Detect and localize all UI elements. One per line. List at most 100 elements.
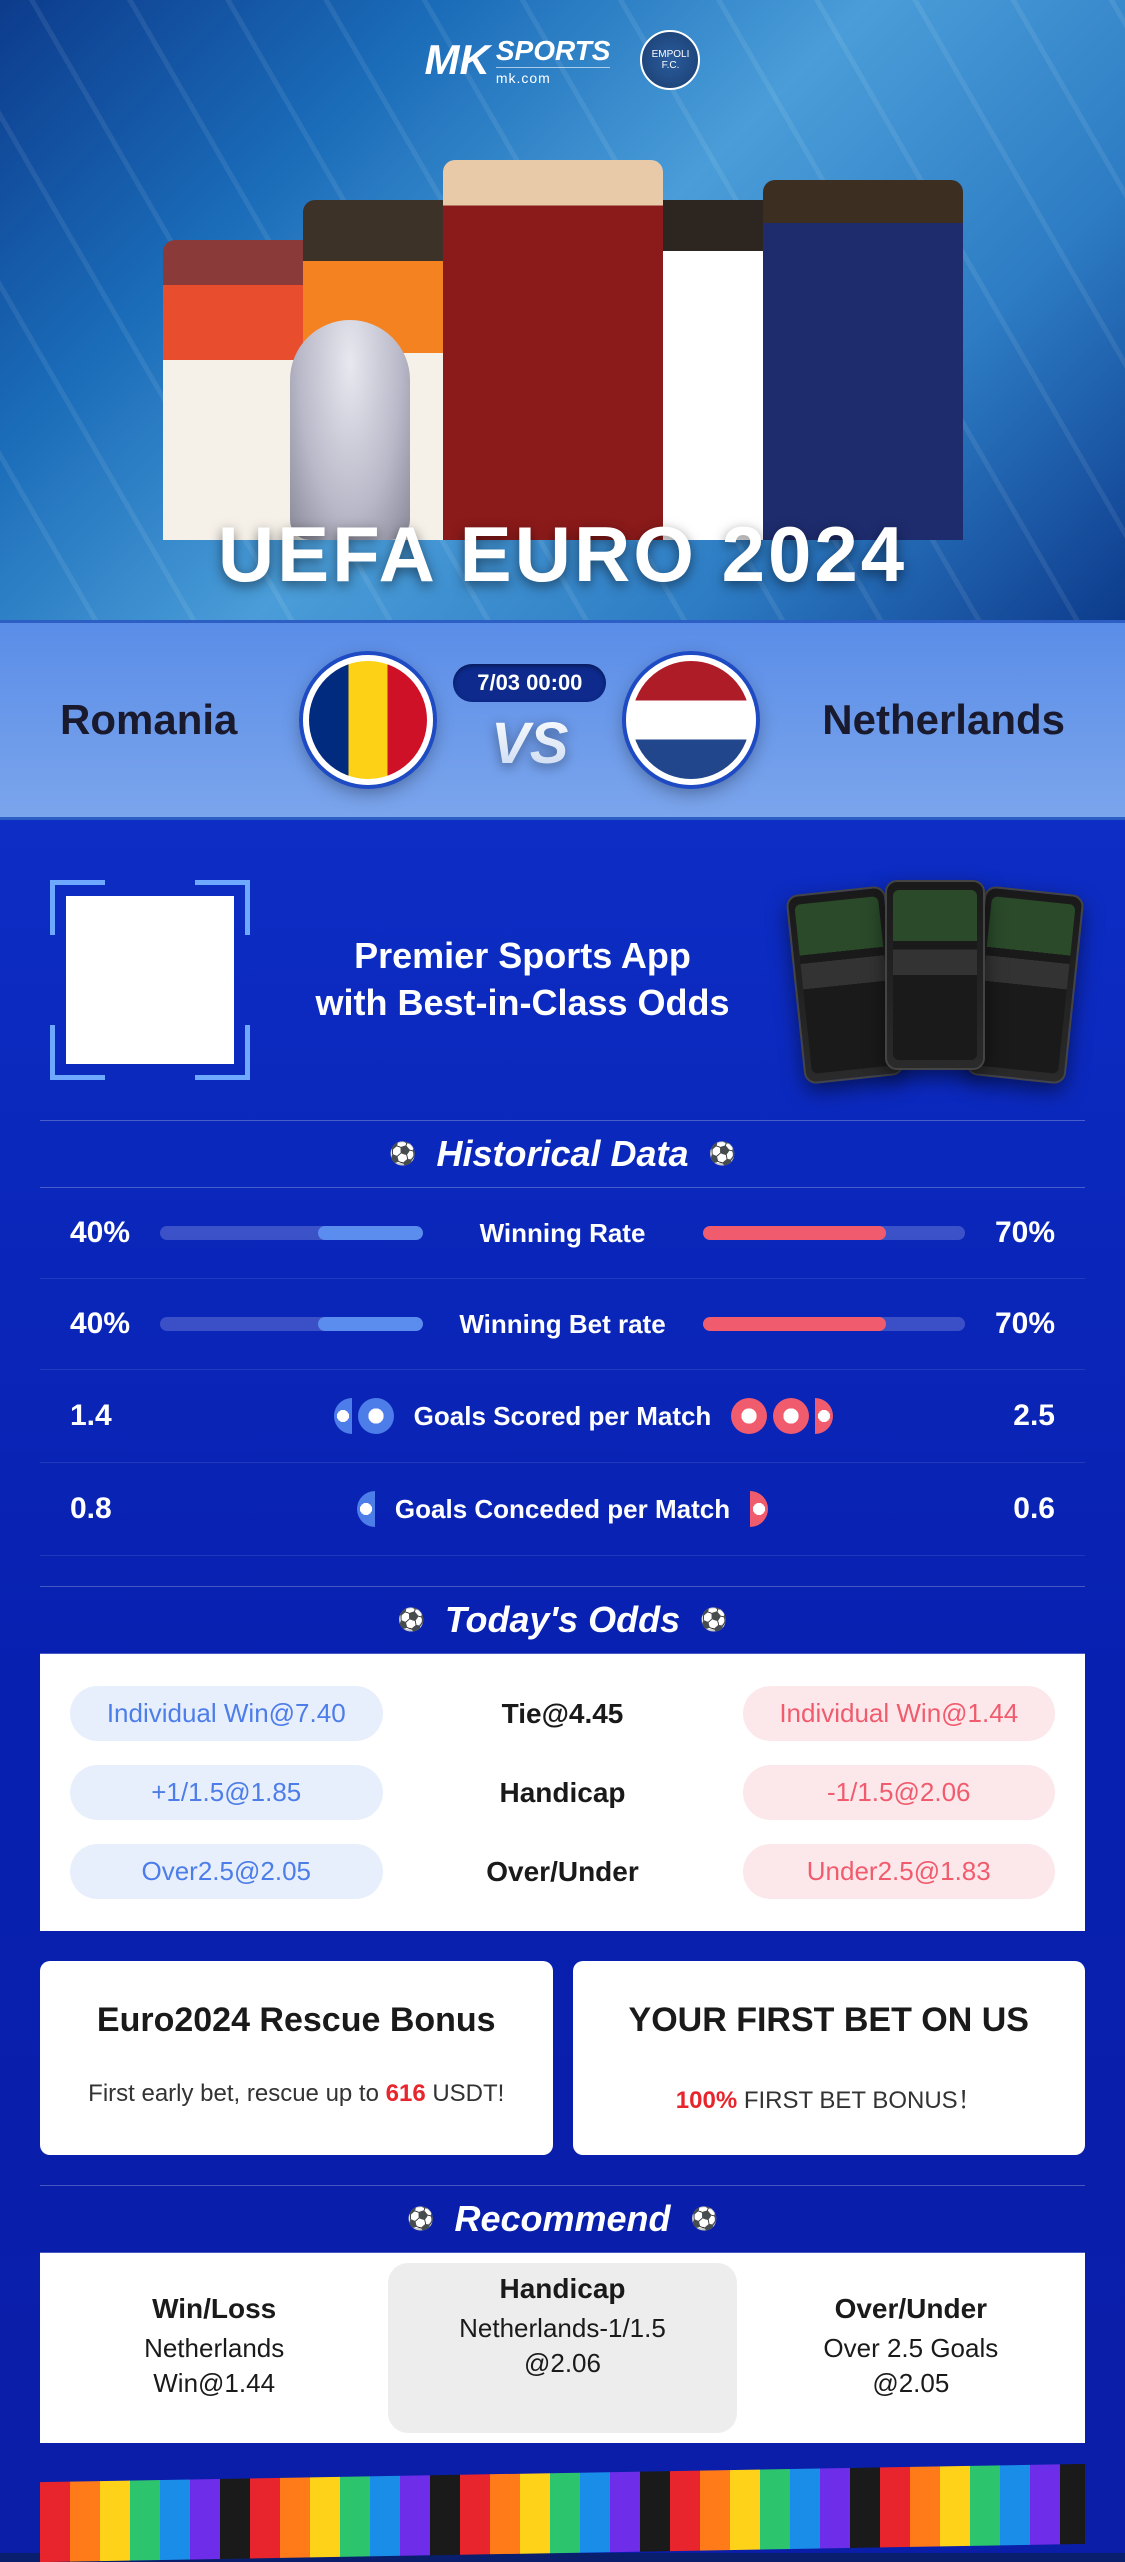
odds-pill-left[interactable]: Individual Win@7.40	[70, 1686, 383, 1741]
logo-mk: MK	[425, 36, 490, 84]
stat-label: Winning Bet rate	[423, 1309, 703, 1340]
app-promo: Premier Sports App with Best-in-Class Od…	[40, 860, 1085, 1120]
stat-right-value: 2.5	[965, 1399, 1055, 1433]
ball-icon	[773, 1398, 809, 1434]
flag-netherlands	[626, 655, 756, 785]
stat-row: 40% Winning Bet rate 70%	[40, 1279, 1085, 1370]
odds-pill-right[interactable]: -1/1.5@2.06	[743, 1765, 1056, 1820]
match-datetime: 7/03 00:00	[453, 664, 606, 702]
ball-icon	[815, 1398, 833, 1434]
ball-icon	[731, 1398, 767, 1434]
odds-row: +1/1.5@1.85 Handicap -1/1.5@2.06	[70, 1753, 1055, 1832]
hero-banner: MK SPORTS mk.com EMPOLI F.C. UEFA EURO 2…	[0, 0, 1125, 620]
club-badge: EMPOLI F.C.	[640, 30, 700, 90]
odds-pill-right[interactable]: Individual Win@1.44	[743, 1686, 1056, 1741]
soccer-ball-icon: ⚽	[691, 2206, 718, 2232]
player-silhouette	[443, 160, 663, 540]
recommend-column[interactable]: Win/Loss Netherlands Win@1.44	[40, 2283, 388, 2413]
stat-left-value: 40%	[70, 1216, 160, 1250]
stat-left-bar	[160, 1226, 423, 1240]
recommend-head: Win/Loss	[60, 2293, 368, 2325]
bonus-cards: Euro2024 Rescue Bonus First early bet, re…	[40, 1931, 1085, 2185]
recommend-line: Netherlands	[60, 2333, 368, 2364]
stat-label: Goals Conceded per Match	[375, 1494, 750, 1525]
odds-pill-right[interactable]: Under2.5@1.83	[743, 1844, 1056, 1899]
players-graphic	[0, 160, 1125, 540]
odds-mid-label: Over/Under	[423, 1856, 703, 1888]
player-silhouette	[763, 180, 963, 540]
recommend-line: Over 2.5 Goals	[757, 2333, 1065, 2364]
stat-left-value: 40%	[70, 1307, 160, 1341]
bonus-card[interactable]: YOUR FIRST BET ON US 100% FIRST BET BONUS…	[573, 1961, 1086, 2155]
recommend-line: Netherlands-1/1.5	[408, 2313, 716, 2344]
recommend-line: @2.05	[757, 2368, 1065, 2399]
ball-icon	[357, 1491, 375, 1527]
recommend-column[interactable]: Over/Under Over 2.5 Goals @2.05	[737, 2283, 1085, 2413]
stat-row: 0.8 Goals Conceded per Match 0.6	[40, 1463, 1085, 1556]
odds-row: Over2.5@2.05 Over/Under Under2.5@1.83	[70, 1832, 1055, 1911]
logo-row: MK SPORTS mk.com EMPOLI F.C.	[425, 30, 701, 90]
recommend-header: ⚽ Recommend ⚽	[40, 2185, 1085, 2253]
recommend-head: Handicap	[408, 2273, 716, 2305]
soccer-ball-icon: ⚽	[407, 2206, 434, 2232]
team-b-name: Netherlands	[822, 696, 1065, 744]
bonus-title: YOUR FIRST BET ON US	[603, 2001, 1056, 2040]
soccer-ball-icon: ⚽	[700, 1607, 727, 1633]
stat-left-value: 0.8	[70, 1492, 160, 1526]
recommend-line: @2.06	[408, 2348, 716, 2379]
logo-domain: mk.com	[496, 67, 611, 86]
historical-header: ⚽ Historical Data ⚽	[40, 1120, 1085, 1188]
vs-container: 7/03 00:00 VS	[303, 655, 756, 785]
recommend-title: Recommend	[454, 2198, 670, 2240]
bonus-text: 100% FIRST BET BONUS！	[603, 2080, 1056, 2115]
bonus-text: First early bet, rescue up to 616 USDT!	[70, 2080, 523, 2108]
stat-right-value: 70%	[965, 1307, 1055, 1341]
stat-row: 40%Winning Rate70%	[40, 1188, 1085, 1279]
hero-title: UEFA EURO 2024	[218, 509, 907, 600]
stat-label: Goals Scored per Match	[394, 1401, 732, 1432]
stat-left-balls	[160, 1398, 394, 1434]
bonus-card[interactable]: Euro2024 Rescue Bonus First early bet, re…	[40, 1961, 553, 2155]
stat-left-bar	[160, 1317, 423, 1331]
qr-code-frame[interactable]	[50, 880, 250, 1080]
ball-icon	[750, 1491, 768, 1527]
footer-stripe	[40, 2464, 1085, 2562]
historical-rows: 40%Winning Rate70%40%Winning Bet rate70%…	[40, 1188, 1085, 1556]
stat-right-bar	[703, 1226, 966, 1240]
logo-sports: SPORTS	[496, 35, 611, 67]
mk-sports-logo: MK SPORTS mk.com	[425, 35, 611, 86]
historical-title: Historical Data	[436, 1133, 688, 1175]
recommend-columns: Win/Loss Netherlands Win@1.44 Handicap Nethe…	[40, 2253, 1085, 2443]
odds-mid-label: Tie@4.45	[423, 1698, 703, 1730]
ball-icon	[358, 1398, 394, 1434]
stat-right-balls	[750, 1491, 965, 1527]
flag-romania	[303, 655, 433, 785]
odds-pill-left[interactable]: +1/1.5@1.85	[70, 1765, 383, 1820]
vs-label: VS	[491, 710, 568, 777]
odds-title: Today's Odds	[445, 1599, 680, 1641]
soccer-ball-icon: ⚽	[389, 1141, 416, 1167]
soccer-ball-icon: ⚽	[709, 1141, 736, 1167]
stat-right-bar	[703, 1317, 966, 1331]
team-a-name: Romania	[60, 696, 237, 744]
recommend-column[interactable]: Handicap Netherlands-1/1.5 @2.06	[388, 2263, 736, 2433]
app-screenshots	[795, 880, 1075, 1080]
soccer-ball-icon: ⚽	[397, 1607, 424, 1633]
ball-icon	[334, 1398, 352, 1434]
match-bar: Romania 7/03 00:00 VS Netherlands	[0, 620, 1125, 820]
odds-header: ⚽ Today's Odds ⚽	[40, 1586, 1085, 1654]
odds-table: Individual Win@7.40 Tie@4.45 Individual Wi…	[40, 1654, 1085, 1931]
stat-right-balls	[731, 1398, 965, 1434]
promo-text: Premier Sports App with Best-in-Class Od…	[290, 933, 755, 1027]
bonus-title: Euro2024 Rescue Bonus	[70, 2001, 523, 2040]
odds-pill-left[interactable]: Over2.5@2.05	[70, 1844, 383, 1899]
stat-right-value: 0.6	[965, 1492, 1055, 1526]
recommend-head: Over/Under	[757, 2293, 1065, 2325]
odds-mid-label: Handicap	[423, 1777, 703, 1809]
stat-left-value: 1.4	[70, 1399, 160, 1433]
main-content: Premier Sports App with Best-in-Class Od…	[0, 820, 1125, 2553]
recommend-line: Win@1.44	[60, 2368, 368, 2399]
trophy-graphic	[290, 320, 410, 540]
odds-row: Individual Win@7.40 Tie@4.45 Individual Wi…	[70, 1674, 1055, 1753]
stat-left-balls	[160, 1491, 375, 1527]
